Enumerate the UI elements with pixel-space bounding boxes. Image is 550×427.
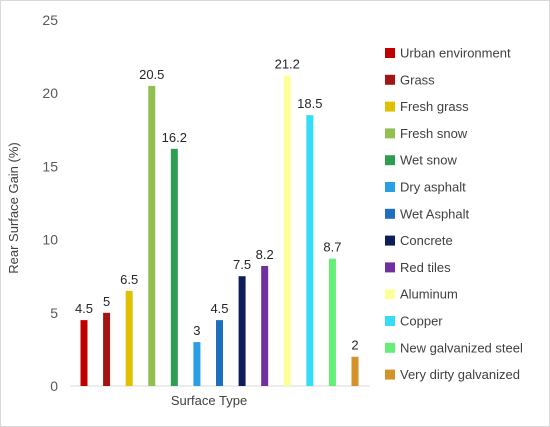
legend-swatch <box>385 155 395 166</box>
data-label: 5 <box>103 294 110 309</box>
bar-urban-environment <box>80 320 88 386</box>
data-label: 21.2 <box>275 57 300 72</box>
legend-label: Concrete <box>400 233 453 248</box>
legend-label: Fresh snow <box>400 126 468 141</box>
data-label: 4.5 <box>75 301 93 316</box>
bars <box>80 75 359 386</box>
data-label: 8.2 <box>256 247 274 262</box>
legend-swatch <box>385 182 395 192</box>
legend-swatch <box>385 342 395 353</box>
data-label: 7.5 <box>233 257 251 272</box>
legend-swatch <box>385 101 395 112</box>
legend-swatch <box>385 48 395 58</box>
y-tick-label: 10 <box>42 232 58 248</box>
data-label: 2 <box>351 338 358 353</box>
data-label: 4.5 <box>210 301 228 316</box>
bar-wet-asphalt <box>216 320 223 386</box>
x-axis-title: Surface Type <box>171 393 247 408</box>
legend-label: Wet snow <box>400 153 457 168</box>
y-tick-label: 0 <box>50 378 58 394</box>
legend-swatch <box>385 128 395 139</box>
data-label: 6.5 <box>120 272 138 287</box>
bar-fresh-snow <box>148 85 156 386</box>
legend-swatch <box>385 316 395 326</box>
legend-swatch <box>385 208 395 219</box>
legend-label: New galvanized steel <box>400 340 523 355</box>
data-label: 3 <box>193 323 200 338</box>
legend-label: Wet Asphalt <box>400 206 470 221</box>
legend: Urban environment Grass Fresh grass Fresh s… <box>385 46 523 382</box>
data-label: 16.2 <box>162 130 187 145</box>
legend-label: Very dirty galvanized <box>400 367 520 382</box>
legend-swatch <box>385 262 395 273</box>
legend-label: Copper <box>400 314 443 329</box>
legend-label: Dry asphalt <box>400 180 466 195</box>
data-labels: 4.5 5 6.5 20.5 16.2 3 4.5 7.5 8.2 21.2 18.5 8.7 2 <box>75 57 359 353</box>
bar-red-tiles <box>261 265 269 386</box>
y-tick-label: 25 <box>42 12 58 28</box>
y-axis-ticks: 0 5 10 15 20 25 <box>42 12 58 394</box>
y-tick-label: 5 <box>50 305 58 321</box>
legend-label: Red tiles <box>400 260 451 275</box>
bar-dry-asphalt <box>193 342 201 386</box>
legend-label: Grass <box>400 72 435 87</box>
legend-swatch <box>385 74 395 85</box>
legend-label: Urban environment <box>400 46 511 61</box>
bar-grass <box>103 312 111 386</box>
legend-swatch <box>385 369 395 380</box>
legend-label: Fresh grass <box>400 99 469 114</box>
legend-swatch <box>385 235 395 246</box>
data-label: 18.5 <box>297 96 322 111</box>
data-label: 8.7 <box>323 240 341 255</box>
y-axis-title: Rear Surface Gain (%) <box>6 142 21 274</box>
bar-copper <box>306 115 314 386</box>
y-tick-label: 20 <box>42 85 58 101</box>
bar-concrete <box>238 276 246 386</box>
legend-swatch <box>385 289 395 300</box>
bar-new-galvanized-steel <box>328 258 336 386</box>
y-tick-label: 15 <box>42 158 58 174</box>
bar-very-dirty-galvanized <box>351 356 359 386</box>
data-label: 20.5 <box>139 67 164 82</box>
bar-wet-snow <box>170 148 178 386</box>
bar-aluminum <box>283 75 291 386</box>
bar-fresh-grass <box>125 290 133 386</box>
legend-label: Aluminum <box>400 287 458 302</box>
